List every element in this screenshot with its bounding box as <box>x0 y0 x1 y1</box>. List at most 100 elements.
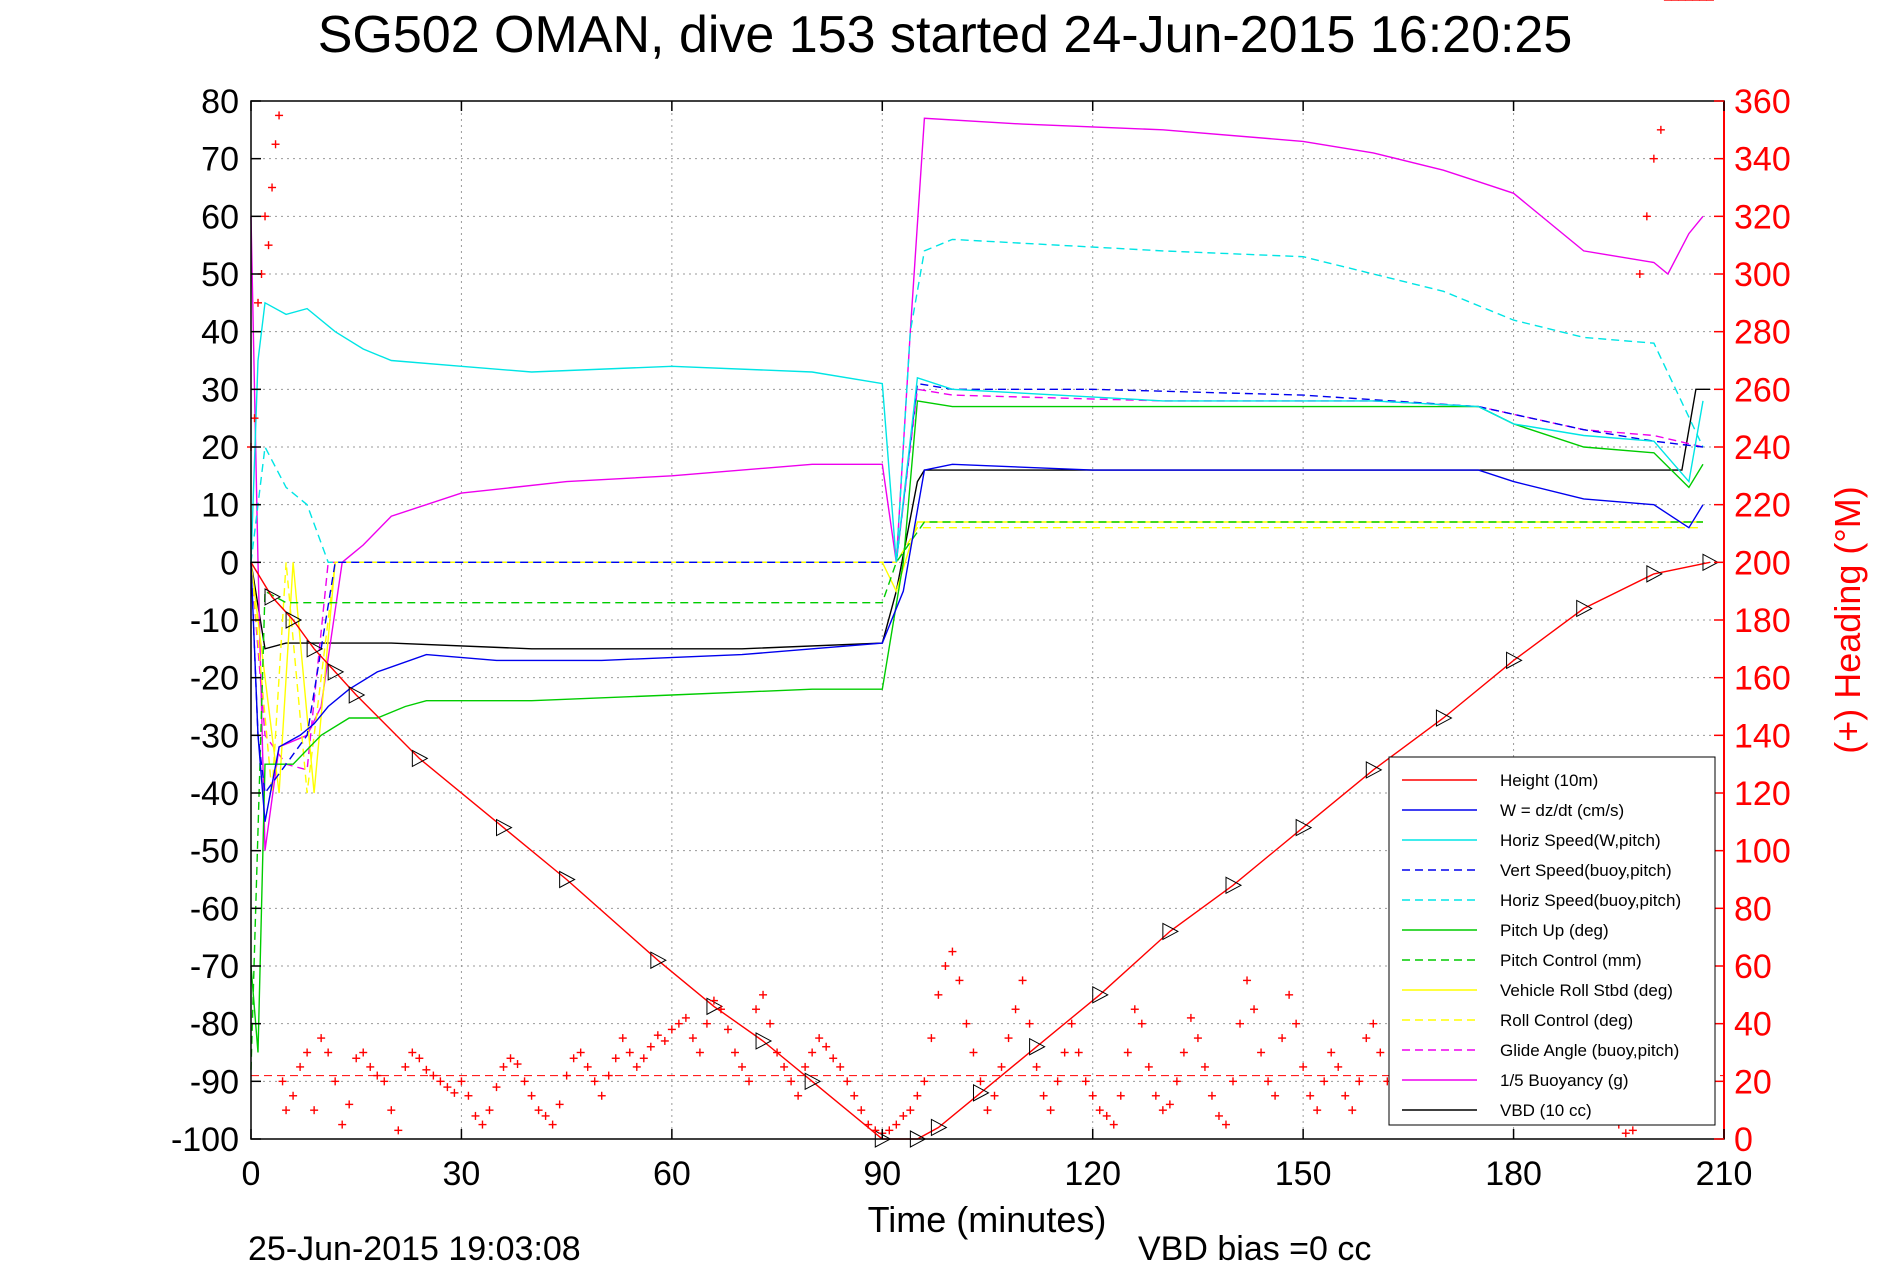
heading-point <box>1236 1019 1245 1028</box>
series-line-vert-speed-buoy-pitch <box>250 382 1704 795</box>
heading-point <box>695 1048 704 1057</box>
x-axis-label: Time (minutes) <box>868 1199 1107 1240</box>
y-tick-label-right: 120 <box>1734 775 1791 813</box>
height-marker <box>972 1084 990 1102</box>
y-tick-label-right: 300 <box>1734 256 1791 294</box>
x-tick-label: 180 <box>1485 1155 1542 1193</box>
y-tick-label-left: 50 <box>201 256 239 294</box>
height-marker <box>650 951 667 970</box>
heading-point <box>268 183 277 192</box>
heading-point <box>264 241 273 250</box>
heading-point <box>702 1019 711 1028</box>
heading-point <box>443 1083 452 1092</box>
heading-point <box>604 1071 613 1080</box>
heading-point <box>850 1091 859 1100</box>
y-tick-label-right: 140 <box>1734 717 1791 755</box>
heading-point <box>1334 1062 1343 1071</box>
heading-point <box>1229 1077 1237 1086</box>
heading-point <box>254 298 263 307</box>
heading-point <box>745 1077 754 1086</box>
heading-point <box>1186 1013 1195 1022</box>
y-tick-label-right: 260 <box>1734 371 1791 409</box>
heading-point <box>1656 125 1665 134</box>
heading-point <box>611 1054 620 1063</box>
heading-point <box>1292 1019 1301 1028</box>
heading-point <box>927 1034 936 1043</box>
heading-point <box>1628 1126 1637 1135</box>
heading-point <box>1123 1048 1132 1057</box>
heading-point <box>499 1062 508 1071</box>
heading-point <box>969 1048 978 1057</box>
heading-point <box>1320 1077 1329 1086</box>
y-tick-label-left: -90 <box>190 1063 239 1101</box>
x-tick-label: 30 <box>443 1155 481 1193</box>
heading-point <box>1060 1048 1069 1057</box>
legend-label-height-10m: Height (10m) <box>1500 771 1598 790</box>
series-line-roll-control-deg <box>250 527 1703 794</box>
y-tick-label-right: 360 <box>1734 83 1791 121</box>
heading-point <box>871 1126 880 1135</box>
heading-point <box>408 1048 417 1057</box>
legend-label-vert-speed-buoy-pitch: Vert Speed(buoy,pitch) <box>1500 861 1672 880</box>
heading-point <box>730 1048 739 1057</box>
heading-point <box>289 1091 298 1100</box>
heading-point <box>1306 1091 1315 1100</box>
heading-point <box>808 1048 817 1057</box>
heading-point <box>1193 1034 1202 1043</box>
heading-point <box>506 1054 515 1063</box>
height-marker <box>755 1032 773 1050</box>
height-marker <box>1576 599 1593 618</box>
heading-point <box>366 1062 375 1071</box>
heading-point <box>1271 1091 1280 1100</box>
heading-point <box>688 1034 697 1043</box>
heading-point <box>352 1054 361 1063</box>
heading-point <box>1250 1005 1259 1014</box>
heading-point <box>583 1062 592 1071</box>
x-tick-label: 210 <box>1696 1155 1753 1193</box>
heading-point <box>829 1054 838 1063</box>
x-tick-label: 60 <box>653 1155 691 1193</box>
heading-point <box>1348 1106 1357 1115</box>
legend: Height (10m) W = dz/dt (cm/s) Horiz Speed(… <box>1388 756 1716 1126</box>
height-marker <box>1295 818 1313 837</box>
heading-point <box>450 1088 459 1097</box>
heading-point <box>794 1091 803 1100</box>
heading-point <box>1362 1034 1371 1043</box>
heading-point <box>1053 1077 1062 1086</box>
heading-point <box>1095 1106 1104 1115</box>
height-marker <box>496 818 513 837</box>
y-tick-label-left: -20 <box>190 660 239 698</box>
height-marker <box>930 1118 948 1137</box>
heading-point <box>759 990 768 999</box>
heading-point <box>562 1071 571 1080</box>
heading-point <box>373 1071 382 1080</box>
heading-point <box>667 1025 676 1034</box>
heading-point <box>422 1065 431 1074</box>
heading-point <box>492 1083 501 1092</box>
height-marker <box>1506 651 1523 670</box>
y-tick-label-right: 280 <box>1734 314 1791 352</box>
heading-point <box>1032 1062 1041 1071</box>
height-marker <box>804 1072 822 1091</box>
heading-point <box>1137 1019 1146 1028</box>
x-tick-label: 150 <box>1275 1155 1332 1193</box>
vbd-bias-label: VBD bias =0 cc <box>1138 1230 1371 1262</box>
heading-point <box>387 1106 396 1115</box>
heading-point <box>534 1106 543 1115</box>
heading-point <box>261 212 270 221</box>
heading-point <box>1341 1091 1350 1100</box>
y-axis-left-ticks: 80 70 60 50 40 30 20 10 0 -10 -20 -30 -40 -50 -60 -70 -8… <box>171 83 261 1159</box>
height-marker <box>264 588 282 606</box>
heading-point <box>1025 1019 1034 1028</box>
heading-point <box>1369 1019 1378 1028</box>
y-tick-label-right: 240 <box>1734 429 1791 467</box>
y-tick-label-right: 0 <box>1734 1121 1753 1159</box>
heading-point <box>1172 1077 1181 1086</box>
heading-point <box>976 1077 985 1086</box>
height-marker <box>1162 922 1179 941</box>
heading-point <box>1004 1034 1013 1043</box>
heading-point <box>1039 1091 1048 1100</box>
heading-point <box>1158 1106 1167 1115</box>
heading-point <box>660 1036 669 1045</box>
